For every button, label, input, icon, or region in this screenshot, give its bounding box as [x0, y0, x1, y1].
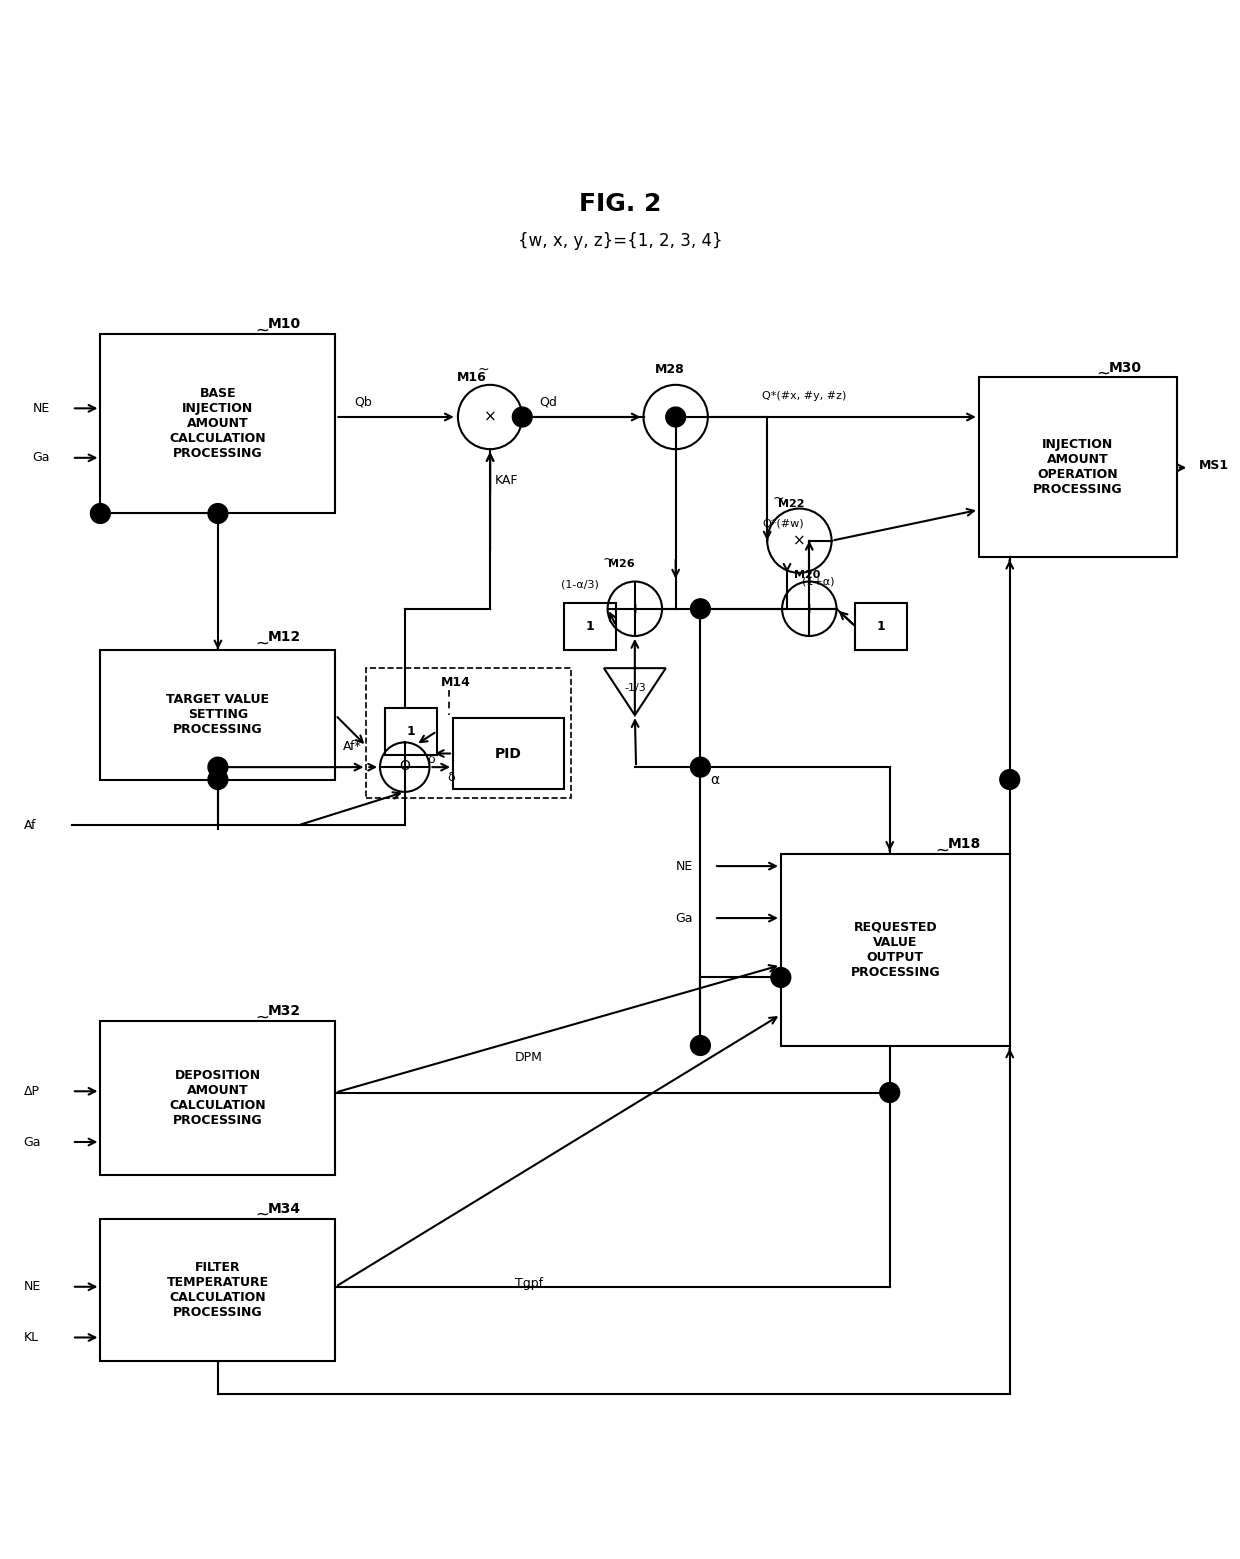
- Circle shape: [208, 504, 228, 524]
- FancyBboxPatch shape: [100, 1021, 336, 1175]
- Text: FILTER
TEMPERATURE
CALCULATION
PROCESSING: FILTER TEMPERATURE CALCULATION PROCESSIN…: [167, 1261, 269, 1319]
- Text: ~: ~: [255, 321, 269, 340]
- Text: FIG. 2: FIG. 2: [579, 192, 661, 217]
- Text: ×: ×: [670, 410, 682, 424]
- Text: +: +: [804, 602, 815, 616]
- Text: M10: M10: [268, 316, 300, 331]
- Text: Af: Af: [24, 818, 36, 833]
- Text: DEPOSITION
AMOUNT
CALCULATION
PROCESSING: DEPOSITION AMOUNT CALCULATION PROCESSING: [170, 1069, 267, 1127]
- Text: M12: M12: [268, 630, 300, 644]
- Text: -1/3: -1/3: [624, 683, 646, 692]
- Text: INJECTION
AMOUNT
OPERATION
PROCESSING: INJECTION AMOUNT OPERATION PROCESSING: [1033, 438, 1122, 496]
- Text: (1+α): (1+α): [802, 577, 835, 586]
- Circle shape: [691, 758, 711, 776]
- Text: KL: KL: [24, 1331, 38, 1344]
- Text: 1: 1: [407, 725, 415, 737]
- Text: Q*(#w): Q*(#w): [763, 519, 804, 529]
- Text: M28: M28: [655, 363, 684, 376]
- FancyBboxPatch shape: [781, 854, 1009, 1046]
- Text: PID: PID: [495, 747, 522, 761]
- FancyBboxPatch shape: [856, 603, 906, 650]
- Text: M26: M26: [608, 560, 634, 569]
- Circle shape: [999, 770, 1019, 789]
- Circle shape: [666, 407, 686, 427]
- Text: MS1: MS1: [1199, 458, 1229, 472]
- Text: TARGET VALUE
SETTING
PROCESSING: TARGET VALUE SETTING PROCESSING: [166, 694, 269, 736]
- Text: ~: ~: [603, 552, 614, 566]
- Text: NE: NE: [32, 402, 50, 415]
- Text: +: +: [629, 602, 641, 616]
- Text: δ: δ: [427, 753, 434, 765]
- FancyBboxPatch shape: [564, 603, 616, 650]
- Text: ~: ~: [255, 1009, 269, 1026]
- Text: ~: ~: [255, 1207, 269, 1224]
- Text: M16: M16: [456, 371, 486, 384]
- Text: ~: ~: [773, 491, 784, 505]
- FancyBboxPatch shape: [100, 1219, 336, 1361]
- FancyBboxPatch shape: [100, 334, 336, 513]
- Circle shape: [691, 599, 711, 619]
- Circle shape: [91, 504, 110, 524]
- Text: Ga: Ga: [676, 912, 693, 924]
- Text: {w, x, y, z}={1, 2, 3, 4}: {w, x, y, z}={1, 2, 3, 4}: [517, 232, 723, 251]
- Text: M32: M32: [268, 1004, 300, 1018]
- Text: Qb: Qb: [353, 396, 372, 408]
- Text: M34: M34: [268, 1202, 300, 1216]
- Text: M14: M14: [440, 677, 470, 689]
- Text: NE: NE: [24, 1280, 41, 1294]
- Text: Ga: Ga: [24, 1135, 41, 1149]
- Text: REQUESTED
VALUE
OUTPUT
PROCESSING: REQUESTED VALUE OUTPUT PROCESSING: [851, 921, 940, 979]
- FancyBboxPatch shape: [978, 377, 1177, 557]
- Text: ×: ×: [484, 410, 496, 424]
- Circle shape: [880, 1082, 899, 1102]
- Text: DPM: DPM: [515, 1051, 543, 1065]
- Text: 1: 1: [877, 619, 885, 633]
- Text: Ga: Ga: [32, 451, 50, 465]
- Text: M22: M22: [779, 499, 805, 508]
- Circle shape: [771, 968, 791, 987]
- Text: Qd: Qd: [539, 396, 558, 408]
- Text: α: α: [711, 773, 719, 786]
- Text: O: O: [399, 759, 410, 773]
- Text: Af*: Af*: [343, 739, 362, 753]
- Text: M18: M18: [947, 837, 981, 851]
- Circle shape: [691, 1035, 711, 1055]
- Circle shape: [208, 770, 228, 789]
- Text: ΔP: ΔP: [24, 1085, 40, 1098]
- FancyBboxPatch shape: [384, 708, 436, 755]
- Text: ~: ~: [1096, 365, 1110, 382]
- Text: (1-α/3): (1-α/3): [562, 578, 599, 589]
- Text: Tgpf: Tgpf: [515, 1277, 543, 1289]
- Text: Q*(#x, #y, #z): Q*(#x, #y, #z): [763, 391, 847, 401]
- Text: M20: M20: [795, 571, 821, 580]
- Text: δ: δ: [446, 770, 454, 784]
- Circle shape: [512, 407, 532, 427]
- Text: ~: ~: [255, 635, 269, 652]
- Text: NE: NE: [676, 859, 693, 873]
- Text: BASE
INJECTION
AMOUNT
CALCULATION
PROCESSING: BASE INJECTION AMOUNT CALCULATION PROCES…: [170, 387, 267, 460]
- FancyBboxPatch shape: [100, 650, 336, 780]
- Text: M30: M30: [1109, 360, 1142, 374]
- Polygon shape: [604, 669, 666, 716]
- Text: KAF: KAF: [495, 474, 518, 486]
- Text: ~: ~: [477, 363, 490, 377]
- Text: 1: 1: [587, 619, 595, 633]
- Text: ×: ×: [794, 533, 806, 549]
- Circle shape: [208, 758, 228, 776]
- Text: ~: ~: [935, 840, 950, 859]
- FancyBboxPatch shape: [453, 717, 564, 789]
